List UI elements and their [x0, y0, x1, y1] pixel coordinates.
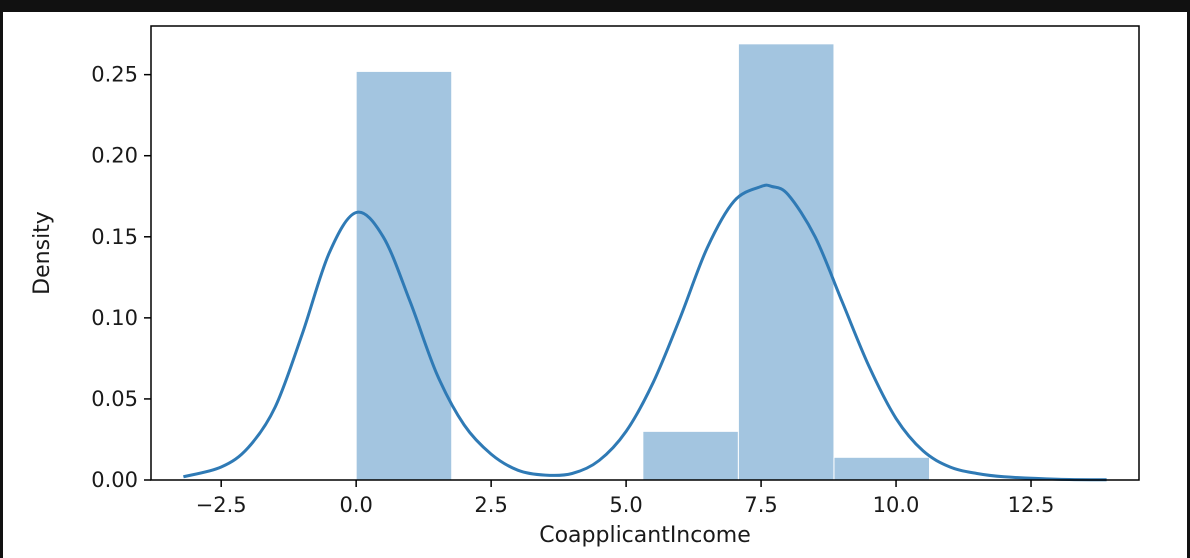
y-tick-label: 0.20 — [91, 144, 138, 168]
x-tick-label: 2.5 — [474, 493, 507, 517]
x-tick-label: −2.5 — [196, 493, 247, 517]
y-tick-label: 0.05 — [91, 387, 138, 411]
histogram-bar-5 — [833, 456, 931, 481]
histogram-bar-0 — [355, 70, 453, 481]
x-tick-label: 5.0 — [609, 493, 642, 517]
x-tick-label: 0.0 — [339, 493, 372, 517]
x-tick-label: 12.5 — [1008, 493, 1055, 517]
kde-density-curve — [183, 183, 1107, 482]
y-tick-label: 0.00 — [91, 468, 138, 492]
y-tick-label: 0.15 — [91, 225, 138, 249]
y-tick-label: 0.10 — [91, 306, 138, 330]
y-tick-label: 0.25 — [91, 63, 138, 87]
x-axis-ticks: −2.5 0.0 2.5 5.0 7.5 10.0 12.5 — [196, 480, 1055, 517]
density-histogram-chart: −2.5 0.0 2.5 5.0 7.5 10.0 12.5 0.00 0.05 0.10 0.1… — [30, 25, 1140, 548]
histogram-bar-3 — [642, 430, 739, 481]
y-axis-ticks: 0.00 0.05 0.10 0.15 0.20 0.25 — [91, 63, 151, 492]
histogram-bar-4 — [737, 43, 835, 481]
y-axis-label: Density — [30, 211, 55, 295]
x-tick-label: 7.5 — [744, 493, 777, 517]
x-axis-label: CoapplicantIncome — [539, 523, 751, 548]
x-tick-label: 10.0 — [873, 493, 920, 517]
plot-area-frame — [150, 25, 1140, 481]
histogram-bars — [355, 43, 931, 481]
